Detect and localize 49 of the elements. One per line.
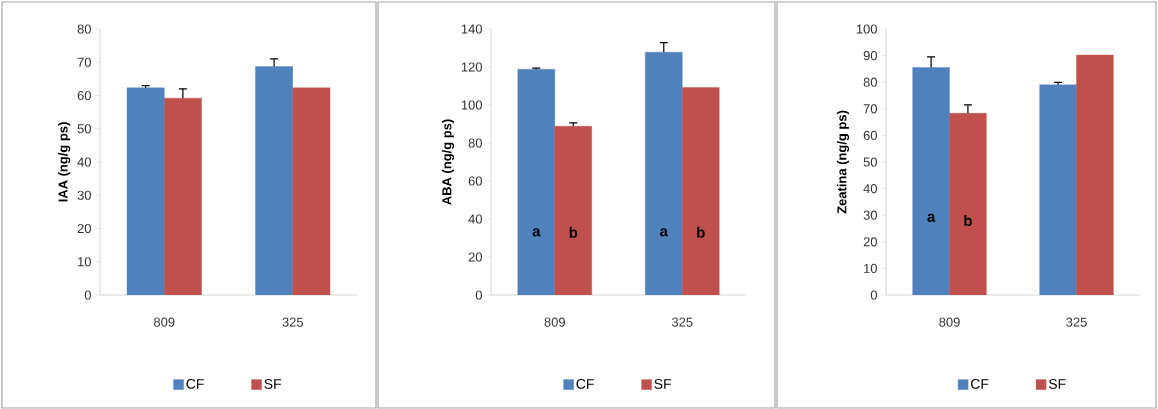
x-tick-label: 809 [939,317,960,327]
y-tick-label: 50 [77,124,91,134]
legend-label: SF [654,378,672,389]
y-tick-label: 50 [863,157,877,167]
y-tick-label: 40 [863,184,877,194]
y-tick-label: 100 [461,100,482,110]
annotation: a [927,213,936,222]
y-tick-label: 120 [461,62,482,72]
x-tick-label: 325 [671,317,693,327]
y-tick-label: 10 [864,263,877,273]
y-tick-label: 20 [863,237,877,247]
y-tick-label: 0 [84,290,91,300]
legend-label: CF [971,378,989,389]
y-tick-label: 30 [863,210,877,220]
y-tick-label: 60 [77,90,91,101]
y-tick-label: 70 [863,104,877,114]
y-axis-title: IAA (ng/g ps) [58,122,71,202]
y-axis-title: ABA (ng/g ps) [441,119,455,205]
annotation: b [569,226,578,238]
y-tick-label: 100 [856,24,877,34]
y-tick-label: 60 [468,176,482,186]
annotation: a [660,228,669,237]
annotation: b [697,226,705,238]
y-tick-label: 0 [870,290,877,300]
y-tick-label: 40 [468,214,482,224]
y-tick-label: 70 [77,57,91,67]
legend-label: CF [576,378,594,389]
y-axis-title: Zeatina (ng/g ps) [836,110,850,214]
y-tick-label: 20 [468,252,482,262]
legend-label: SF [1048,378,1066,389]
y-tick-label: 80 [468,138,482,148]
annotation: b [964,215,972,226]
legend-label: CF [186,378,204,389]
x-tick-label: 809 [544,317,565,327]
x-tick-label: 325 [282,317,304,327]
x-tick-label: 325 [1066,317,1087,327]
y-tick-label: 20 [77,223,91,234]
y-tick-label: 60 [863,130,877,140]
y-tick-label: 40 [77,157,91,167]
y-tick-label: 90 [863,51,877,61]
y-tick-label: 30 [77,190,91,200]
y-tick-label: 80 [863,77,877,87]
x-tick-label: 809 [154,317,175,327]
annotation: a [532,228,541,237]
y-tick-label: 0 [475,290,482,300]
y-tick-label: 140 [461,24,482,34]
y-tick-label: 10 [78,257,91,267]
legend-label: SF [264,378,282,389]
y-tick-label: 80 [77,24,91,34]
